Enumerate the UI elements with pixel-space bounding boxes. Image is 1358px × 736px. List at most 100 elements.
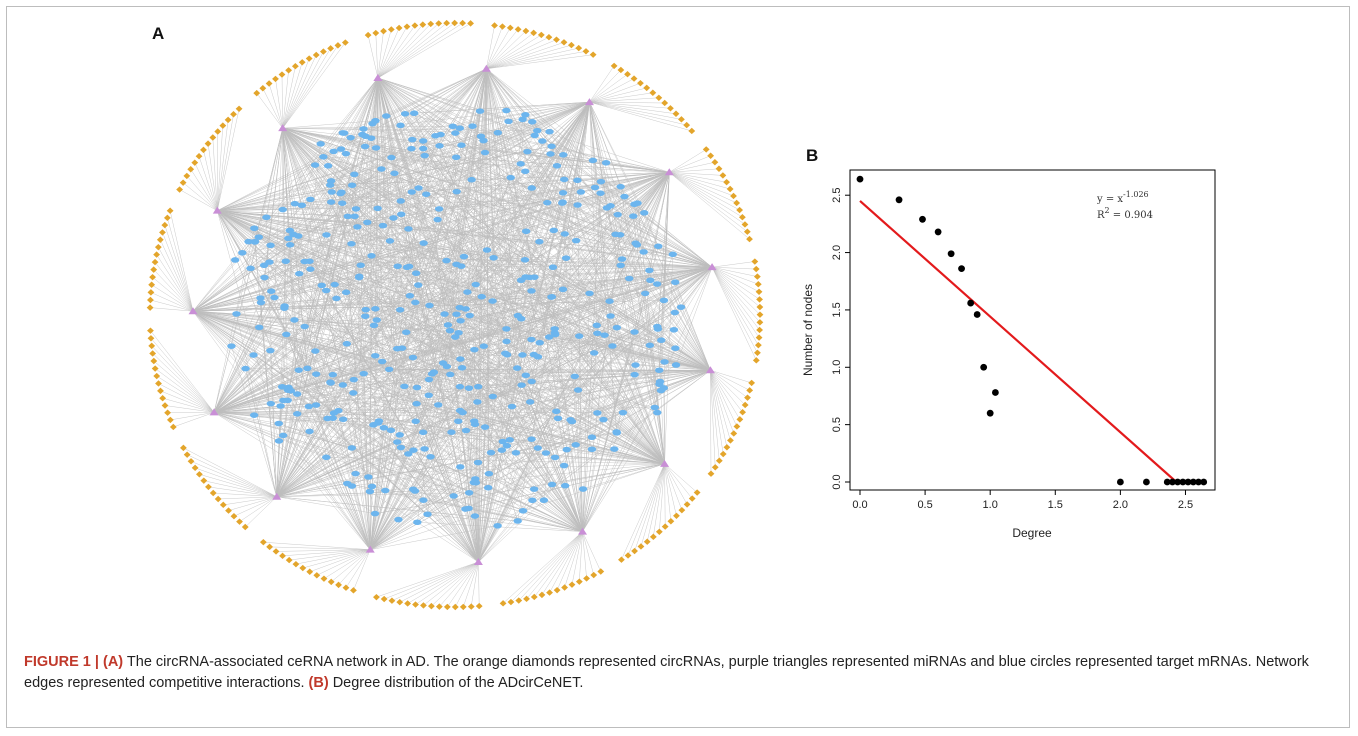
mrna-circle: [367, 252, 376, 259]
circrna-diamond: [631, 547, 638, 555]
data-point: [980, 363, 988, 371]
circrna-diamond: [342, 584, 350, 591]
data-point: [934, 228, 942, 236]
mrna-circle: [319, 154, 328, 160]
mrna-circle: [322, 454, 331, 461]
mrna-circle: [630, 329, 639, 335]
y-tick-label: 1.0: [831, 360, 843, 375]
mrna-circle: [280, 305, 289, 311]
circrna-diamond: [630, 75, 638, 82]
mrna-circle: [513, 518, 522, 524]
circrna-diamond: [180, 444, 187, 452]
mrna-circle: [482, 247, 492, 253]
circrna-diamond: [637, 79, 644, 87]
mrna-circle: [377, 166, 386, 172]
mrna-circle: [668, 251, 677, 258]
mrna-circle: [438, 360, 448, 366]
data-point: [1195, 478, 1202, 486]
mrna-circle: [405, 292, 415, 299]
mrna-circle: [281, 258, 290, 265]
mrna-circle: [423, 511, 432, 518]
circrna-diamond: [719, 450, 727, 458]
mrna-circle: [616, 183, 625, 190]
mrna-circle: [404, 263, 414, 270]
mrna-circle: [467, 176, 476, 183]
mrna-circle: [535, 238, 544, 245]
mrna-circle: [396, 198, 405, 204]
mrna-circle: [671, 362, 681, 368]
mrna-circle: [323, 163, 333, 169]
mrna-circle: [529, 486, 539, 492]
mrna-circle: [404, 451, 413, 457]
caption-head: FIGURE 1 |: [24, 654, 103, 670]
mrna-circle: [570, 373, 579, 380]
mrna-circle: [527, 185, 536, 191]
mrna-circle: [592, 322, 601, 329]
mrna-circle: [521, 274, 530, 280]
circrna-diamond: [730, 430, 738, 437]
circrna-diamond: [756, 311, 764, 318]
circrna-diamond: [154, 243, 162, 251]
mrna-circle: [374, 418, 384, 424]
mrna-circle: [412, 400, 421, 407]
mrna-circle: [527, 288, 536, 294]
circrna-diamond: [756, 296, 763, 303]
mrna-circle: [256, 299, 266, 306]
circrna-diamond: [491, 22, 498, 29]
circrna-diamond: [499, 23, 506, 30]
circrna-diamond: [387, 26, 395, 33]
mrna-circle: [354, 274, 364, 281]
circrna-diamond: [272, 75, 279, 83]
data-point: [1169, 478, 1176, 486]
mirna-triangle: [707, 263, 717, 271]
circrna-diamond: [649, 533, 657, 541]
mrna-circle: [409, 110, 419, 117]
circrna-diamond: [320, 575, 328, 582]
mrna-circle: [560, 231, 569, 237]
circrna-diamond: [733, 199, 741, 207]
circrna-diamond: [727, 437, 734, 444]
circrna-diamond: [499, 600, 507, 607]
mirna-triangle: [705, 366, 715, 374]
mrna-circle: [338, 130, 347, 136]
mrna-circle: [596, 178, 606, 185]
data-point: [1189, 478, 1197, 486]
mrna-nodes: [227, 107, 686, 529]
mrna-circle: [411, 299, 420, 306]
mrna-circle: [373, 205, 382, 212]
circrna-diamond: [575, 578, 583, 585]
mrna-circle: [346, 134, 355, 141]
mrna-circle: [656, 387, 666, 394]
plot-frame: [849, 169, 1216, 491]
mrna-circle: [573, 387, 583, 393]
mrna-circle: [326, 178, 336, 184]
circrna-diamond: [746, 387, 754, 394]
mrna-circle: [533, 127, 542, 134]
circrna-diamond: [451, 19, 459, 27]
mrna-circle: [278, 206, 287, 213]
mrna-circle: [290, 200, 300, 207]
mrna-circle: [541, 450, 551, 456]
mrna-circle: [397, 211, 406, 218]
mrna-circle: [521, 111, 530, 118]
mrna-circle: [480, 149, 490, 156]
mrna-circle: [414, 282, 423, 288]
circrna-diamond: [661, 99, 669, 107]
mrna-circle: [433, 216, 442, 223]
mrna-circle: [292, 391, 302, 397]
mrna-circle: [343, 213, 352, 220]
circrna-diamond: [419, 21, 427, 28]
circrna-diamond: [755, 334, 763, 341]
circrna-diamond: [467, 603, 475, 610]
mrna-circle: [361, 133, 370, 140]
mrna-circle: [310, 162, 320, 168]
mrna-circle: [630, 201, 639, 208]
circrna-diamond: [537, 31, 545, 39]
mrna-circle: [431, 132, 440, 139]
circrna-diamond: [159, 229, 166, 236]
data-point: [958, 265, 965, 273]
circrna-diamond: [219, 122, 227, 129]
circrna-diamond: [459, 19, 467, 27]
mrna-circle: [445, 327, 455, 334]
mrna-circle: [446, 371, 455, 378]
